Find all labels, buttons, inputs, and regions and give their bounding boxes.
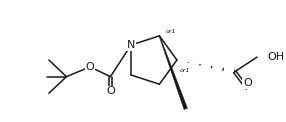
Text: O: O <box>86 62 94 72</box>
Text: O: O <box>243 78 252 88</box>
Text: O: O <box>106 86 115 96</box>
Text: OH: OH <box>267 52 284 62</box>
Text: or1: or1 <box>180 68 190 73</box>
Text: N: N <box>127 40 135 50</box>
Polygon shape <box>159 36 188 110</box>
Text: or1: or1 <box>165 29 176 34</box>
